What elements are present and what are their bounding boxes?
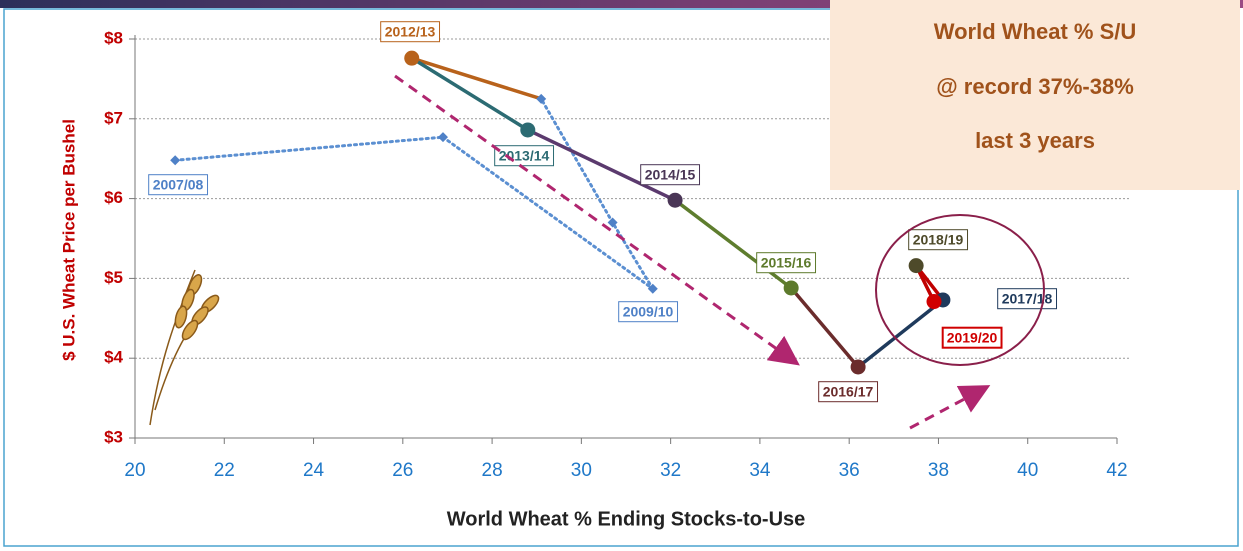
x-tick-label: 38 (928, 460, 949, 481)
y-tick-label: $5 (104, 268, 123, 287)
point-label: 2019/20 (947, 330, 998, 346)
connector (412, 58, 528, 130)
x-tick-label: 26 (392, 460, 413, 481)
point-label-group: 2017/18 (998, 289, 1057, 309)
x-tick-label: 40 (1017, 460, 1038, 481)
point (668, 193, 683, 208)
point-label-group: 2009/10 (619, 302, 678, 322)
point (520, 122, 535, 137)
y-tick-label: $4 (104, 348, 123, 367)
point-label-group: 2014/15 (641, 165, 700, 185)
x-tick-label: 32 (660, 460, 681, 481)
x-tick-label: 42 (1106, 460, 1127, 481)
point-label-group: 2007/08 (149, 175, 208, 195)
point-label-group: 2018/19 (909, 230, 968, 250)
annotation: World Wheat % S/U (934, 19, 1137, 44)
point-label: 2009/10 (623, 304, 674, 320)
x-tick-label: 20 (124, 460, 145, 481)
y-tick-label: $3 (104, 427, 123, 446)
connector (412, 58, 541, 99)
x-tick-label: 30 (571, 460, 592, 481)
y-tick-label: $8 (104, 28, 123, 47)
x-tick-label: 36 (839, 460, 860, 481)
x-tick-label: 28 (482, 460, 503, 481)
connector (175, 137, 443, 160)
point-label-group: 2012/13 (381, 22, 440, 42)
x-tick-label: 22 (214, 460, 235, 481)
trend-arrow (910, 388, 985, 428)
point-label-group: 2019/20 (943, 328, 1002, 348)
point (909, 258, 924, 273)
annotation: @ record 37%-38% (936, 74, 1134, 99)
wheat-icon (150, 270, 221, 425)
point-label: 2014/15 (645, 167, 696, 183)
point-label: 2018/19 (913, 232, 964, 248)
y-tick-label: $6 (104, 188, 123, 207)
x-tick-label: 34 (749, 460, 771, 481)
point-label: 2016/17 (823, 384, 874, 400)
connector (791, 288, 858, 367)
point-label-group: 2013/14 (495, 146, 554, 166)
chart: $3 $4 $5 $6 $7 $8 20 22 24 26 28 30 32 34 36 38 40 42 2007… (0, 0, 1243, 551)
point (851, 359, 866, 374)
connector (675, 200, 791, 288)
point-label-group: 2016/17 (819, 382, 878, 402)
point-label: 2007/08 (153, 177, 204, 193)
y-axis-title: $ U.S. Wheat Price per Bushel (59, 119, 78, 361)
x-axis-title: World Wheat % Ending Stocks-to-Use (447, 508, 806, 530)
point-label-group: 2015/16 (757, 253, 816, 273)
point-label: 2015/16 (761, 255, 812, 271)
annotation: last 3 years (975, 128, 1095, 153)
y-tick-label: $7 (104, 108, 123, 127)
point (784, 280, 799, 295)
point (404, 51, 419, 66)
connector (858, 300, 943, 367)
point (170, 155, 180, 165)
point-label: 2012/13 (385, 24, 436, 40)
x-tick-label: 24 (303, 460, 325, 481)
point (926, 294, 941, 309)
